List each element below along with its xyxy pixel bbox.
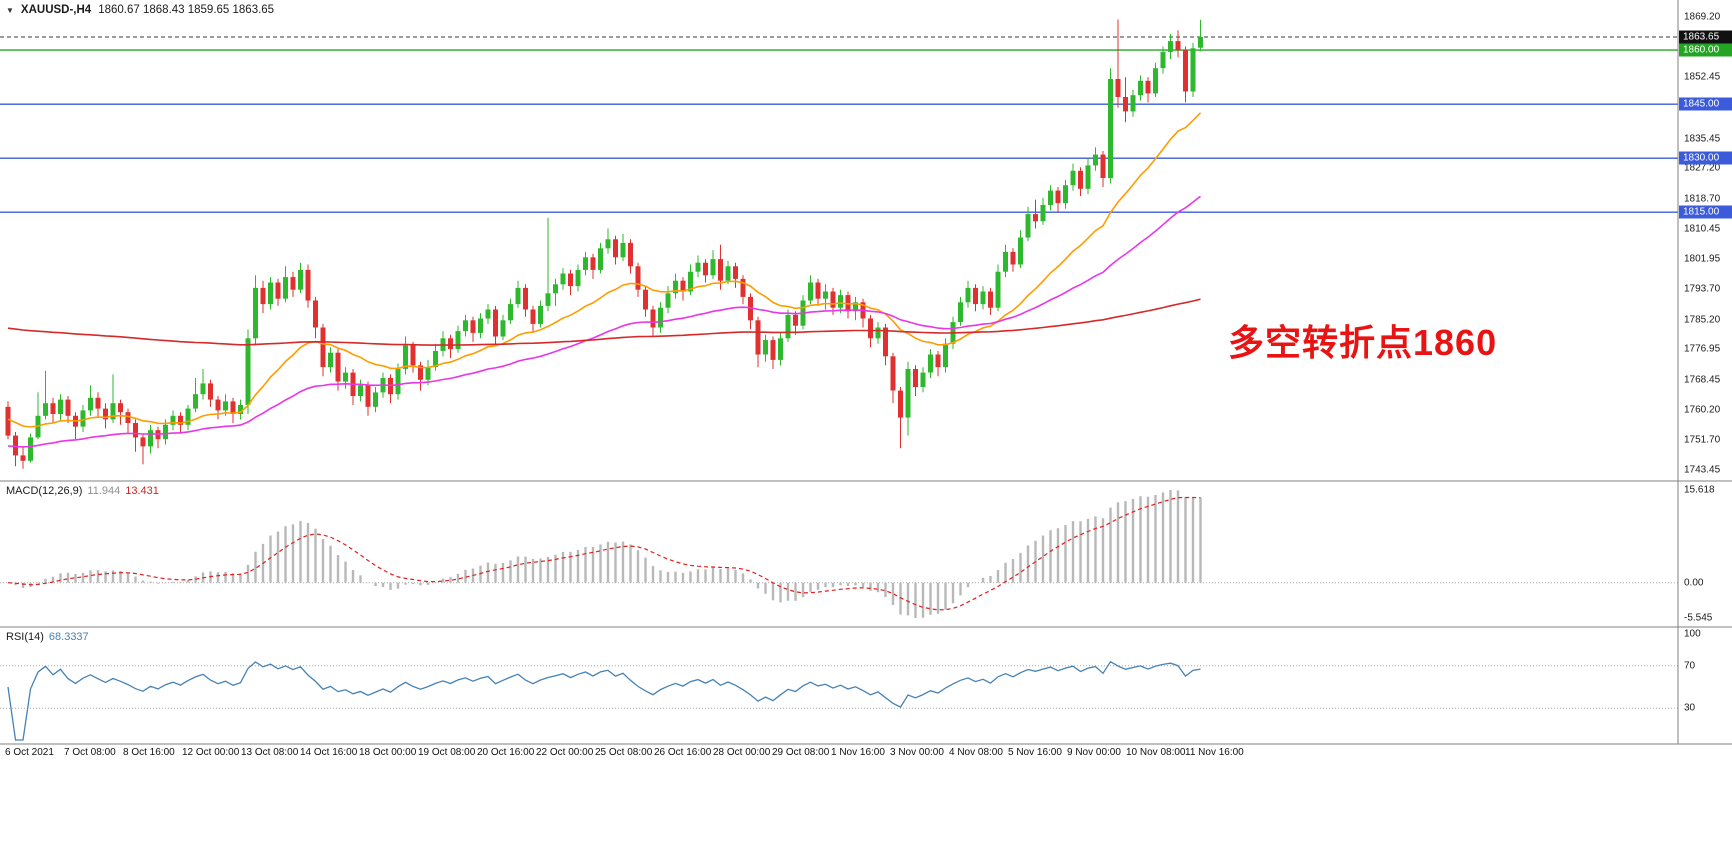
chart-title: ▼ XAUUSD-,H4 1860.67 1868.43 1859.65 186…: [6, 4, 274, 16]
price-axis-tick: 1768.45: [1684, 374, 1721, 386]
rsi-axis-tick: 100: [1684, 628, 1701, 640]
macd-indicator-label: MACD(12,26,9) 11.944 13.431: [6, 485, 159, 497]
price-axis-tick: 1793.70: [1684, 283, 1721, 295]
rsi-name: RSI(14): [6, 631, 44, 643]
price-axis-tick: 1869.20: [1684, 11, 1721, 23]
x-axis-label: 12 Oct 00:00: [182, 747, 240, 758]
rsi-axis-tick: 30: [1684, 702, 1696, 714]
x-axis-label: 11 Nov 16:00: [1185, 747, 1244, 758]
macd-name: MACD(12,26,9): [6, 485, 83, 497]
x-axis-label: 4 Nov 08:00: [949, 747, 1003, 758]
x-axis-label: 6 Oct 2021: [5, 747, 54, 758]
x-axis-label: 22 Oct 00:00: [536, 747, 594, 758]
price-line-label-1845.00: 1845.00: [1679, 97, 1732, 111]
ma-slow-line: [7, 298, 1201, 346]
price-axis-tick: 1835.45: [1684, 133, 1721, 145]
x-axis-label: 20 Oct 16:00: [477, 747, 535, 758]
rsi-axis-tick: 70: [1684, 660, 1696, 672]
price-axis-tick: 1801.95: [1684, 253, 1721, 265]
price-axis-tick: 1743.45: [1684, 464, 1721, 476]
price-axis-tick: 1751.70: [1684, 434, 1721, 446]
x-axis-label: 19 Oct 08:00: [418, 747, 476, 758]
macd-signal-line: [7, 496, 1201, 611]
horizontal-lines[interactable]: [0, 36, 1678, 213]
price-line-label-1863.65: 1863.65: [1679, 30, 1732, 44]
macd-axis-tick: 0.00: [1684, 577, 1704, 589]
x-axis-label: 13 Oct 08:00: [241, 747, 299, 758]
symbol-menu-icon[interactable]: ▼: [6, 5, 14, 15]
macd-main-value: 11.944: [87, 485, 121, 497]
x-axis-label: 7 Oct 08:00: [64, 747, 116, 758]
x-axis-label: 25 Oct 08:00: [595, 747, 653, 758]
x-axis-label: 9 Nov 00:00: [1067, 747, 1121, 758]
price-line-label-1815.00: 1815.00: [1679, 205, 1732, 219]
x-axis-label: 10 Nov 08:00: [1126, 747, 1186, 758]
symbol-timeframe-label: XAUUSD-,H4: [20, 4, 92, 16]
ma-fast-line: [7, 112, 1202, 428]
price-axis-tick: 1818.70: [1684, 193, 1721, 205]
price-axis-tick: 1776.95: [1684, 343, 1721, 355]
x-axis-label: 18 Oct 00:00: [359, 747, 417, 758]
macd-histogram: [14, 490, 1202, 618]
price-axis-tick: 1785.20: [1684, 314, 1721, 326]
macd-axis-tick: 15.618: [1684, 484, 1715, 496]
price-axis-tick: 1810.45: [1684, 223, 1721, 235]
x-axis-label: 14 Oct 16:00: [300, 747, 358, 758]
candlestick-series: [5, 19, 1203, 469]
rsi-value: 68.3337: [48, 631, 89, 643]
price-axis-tick: 1852.45: [1684, 71, 1721, 83]
x-axis-label: 1 Nov 16:00: [831, 747, 885, 758]
price-axis-tick: 1760.20: [1684, 404, 1721, 416]
x-axis-label: 5 Nov 16:00: [1008, 747, 1062, 758]
macd-axis-tick: -5.545: [1684, 612, 1713, 624]
ohlc-values: 1860.67 1868.43 1859.65 1863.65: [98, 4, 275, 16]
x-axis-label: 8 Oct 16:00: [123, 747, 175, 758]
rsi-line: [7, 660, 1201, 741]
x-axis-label: 26 Oct 16:00: [654, 747, 712, 758]
ma-mid-line: [7, 195, 1201, 448]
x-axis-label: 28 Oct 00:00: [713, 747, 771, 758]
price-axis-tick: 1827.20: [1684, 162, 1721, 174]
x-axis-label: 29 Oct 08:00: [772, 747, 830, 758]
rsi-indicator-label: RSI(14) 68.3337: [6, 631, 89, 643]
macd-signal-value: 13.431: [125, 485, 159, 497]
price-line-label-1860.00: 1860.00: [1679, 43, 1732, 57]
price-line-label-1830.00: 1830.00: [1679, 151, 1732, 165]
annotation-text: 多空转折点1860: [1228, 322, 1498, 363]
x-axis-label: 3 Nov 00:00: [890, 747, 944, 758]
